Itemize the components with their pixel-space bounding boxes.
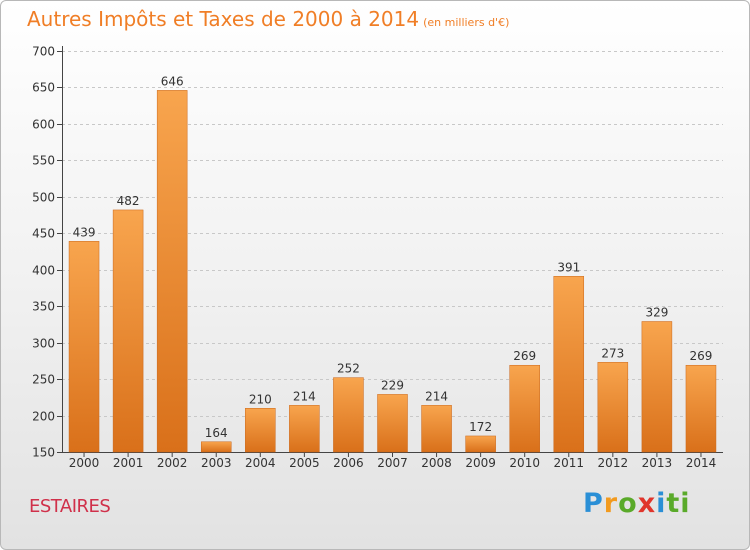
y-tick-label: 500 bbox=[32, 191, 55, 205]
x-tick-label: 2014 bbox=[686, 456, 717, 470]
y-tick-label: 200 bbox=[32, 410, 55, 424]
bar bbox=[200, 441, 232, 453]
proxiti-logo[interactable]: Proxiti bbox=[583, 488, 691, 519]
y-tick-label: 700 bbox=[32, 45, 55, 59]
axes: 150 200 250 300 350 400 450 500 550 600 650 700 2000… bbox=[32, 45, 723, 470]
data-label: 646 bbox=[161, 74, 184, 88]
chart-unit: (en milliers d'€) bbox=[423, 16, 510, 29]
x-tick-label: 2000 bbox=[69, 456, 100, 470]
y-tick-label: 150 bbox=[32, 446, 55, 460]
x-tick-label: 2006 bbox=[333, 456, 364, 470]
data-label: 229 bbox=[381, 378, 404, 392]
bar bbox=[509, 364, 540, 453]
x-tick-label: 2005 bbox=[289, 456, 320, 470]
data-label: 439 bbox=[73, 225, 96, 239]
logo-letter: o bbox=[618, 488, 638, 519]
data-label: 172 bbox=[469, 420, 492, 434]
y-tick-label: 650 bbox=[32, 81, 55, 95]
y-tick-label: 250 bbox=[32, 373, 55, 387]
data-label: 269 bbox=[690, 349, 713, 363]
y-tick-label: 550 bbox=[32, 154, 55, 168]
data-label: 164 bbox=[205, 426, 228, 440]
data-label: 214 bbox=[425, 389, 448, 403]
logo-letter: i bbox=[656, 488, 667, 519]
y-tick-label: 450 bbox=[32, 227, 55, 241]
x-tick-label: 2001 bbox=[113, 456, 144, 470]
y-tick-label: 350 bbox=[32, 300, 55, 314]
x-tick-label: 2013 bbox=[642, 456, 673, 470]
town-name: ESTAIRES bbox=[29, 496, 111, 517]
chart-title: Autres Impôts et Taxes de 2000 à 2014 (en… bbox=[27, 7, 509, 31]
x-tick-label: 2010 bbox=[509, 456, 540, 470]
bar bbox=[156, 90, 188, 453]
bars bbox=[68, 90, 717, 453]
x-tick-label: 2008 bbox=[421, 456, 452, 470]
data-labels: 439 482 646 164 210 214 252 229 214 172 269 391 273 3… bbox=[73, 74, 713, 439]
bar bbox=[597, 362, 629, 453]
bar bbox=[421, 405, 452, 453]
x-tick-label: 2007 bbox=[377, 456, 408, 470]
data-label: 273 bbox=[601, 346, 624, 360]
bar bbox=[465, 435, 496, 453]
y-tick-label: 400 bbox=[32, 264, 55, 278]
logo-letter: ti bbox=[666, 488, 691, 519]
bar bbox=[641, 321, 673, 453]
bar bbox=[377, 394, 408, 453]
logo-letter: P bbox=[583, 488, 604, 519]
data-label: 482 bbox=[117, 194, 140, 208]
bar bbox=[333, 377, 364, 453]
bar bbox=[245, 408, 276, 453]
data-label: 252 bbox=[337, 362, 360, 376]
data-label: 210 bbox=[249, 392, 272, 406]
logo-letter: r bbox=[603, 488, 619, 519]
logo-letter: x bbox=[637, 488, 657, 519]
data-label: 391 bbox=[557, 260, 580, 274]
y-tick-label: 600 bbox=[32, 118, 55, 132]
x-tick-label: 2004 bbox=[245, 456, 276, 470]
x-tick-label: 2009 bbox=[465, 456, 496, 470]
bar bbox=[112, 209, 144, 453]
data-label: 214 bbox=[293, 389, 316, 403]
y-tick-label: 300 bbox=[32, 337, 55, 351]
bar bbox=[289, 405, 320, 453]
chart-title-text: Autres Impôts et Taxes de 2000 à 2014 bbox=[27, 7, 420, 31]
x-tick-label: 2011 bbox=[553, 456, 584, 470]
bar bbox=[553, 276, 585, 453]
x-tick-label: 2003 bbox=[201, 456, 232, 470]
x-tick-label: 2012 bbox=[598, 456, 629, 470]
x-tick-label: 2002 bbox=[157, 456, 188, 470]
data-label: 329 bbox=[645, 305, 668, 319]
data-label: 269 bbox=[513, 349, 536, 363]
bar bbox=[68, 241, 100, 453]
bar bbox=[685, 364, 717, 453]
